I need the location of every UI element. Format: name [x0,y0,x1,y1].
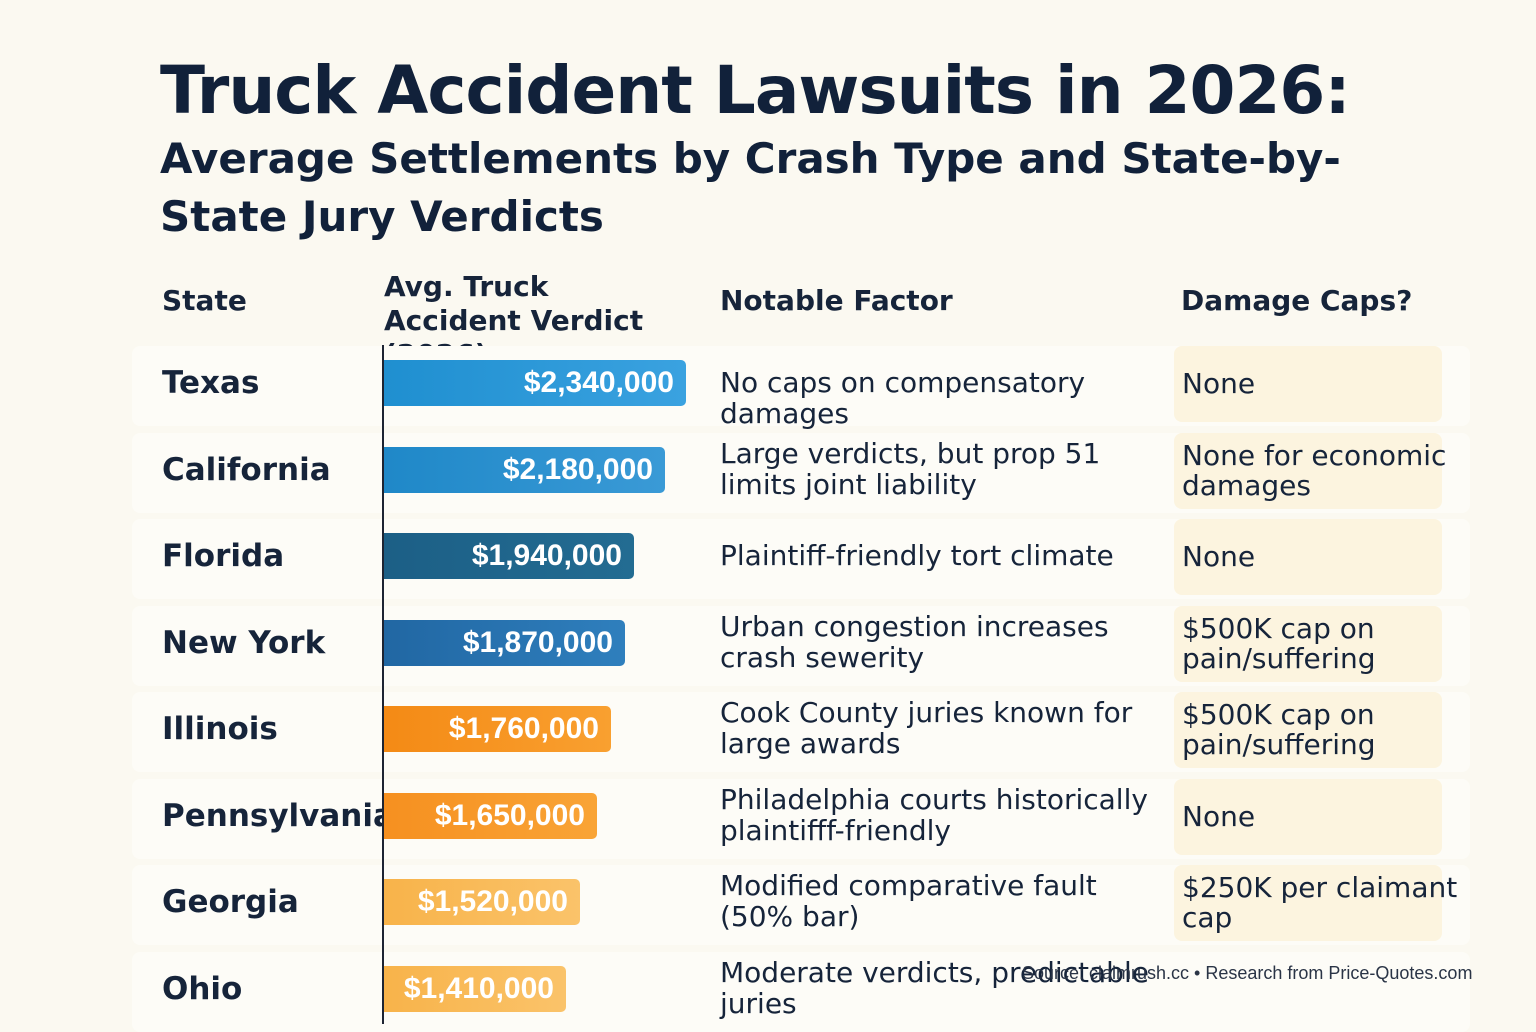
page-subtitle: Average Settlements by Crash Type and St… [160,134,1341,241]
state-label: Georgia [162,884,299,920]
bar-value-label: $2,180,000 [502,452,653,486]
state-label: Florida [162,538,285,574]
bar-value-label: $1,410,000 [403,971,554,1005]
bar: $1,410,000 [384,965,566,1012]
bar-value-label: $1,870,000 [462,625,613,659]
notable-factor: No caps on compensatory damages [720,365,1086,430]
bar: $2,340,000 [384,360,686,406]
damage-cap: $500K cap on pain/suffering [1182,611,1376,675]
state-label: New York [162,624,326,661]
state-label: California [162,451,331,488]
header-factor: Notable Factor [720,284,953,317]
page-title: Truck Accident Lawsuits in 2026: [160,52,1351,129]
cap-cell [1174,692,1442,768]
damage-cap: $250K per claimant cap [1182,871,1458,934]
cap-cell [1174,778,1442,855]
bar-value-label: $1,760,000 [448,712,599,745]
cap-cell [1174,519,1442,595]
bar: $1,870,000 [384,619,625,666]
bar-value-label: $1,940,000 [471,539,622,572]
chart-axis [382,345,384,1024]
notable-factor: Modified comparative fault (50% bar) [720,869,1097,933]
notable-factor: Plaintiff-friendly tort climate [720,538,1114,572]
notable-factor: Cook County juries known for large award… [720,696,1133,760]
bar: $2,180,000 [384,446,665,493]
cap-cell [1174,432,1442,509]
notable-factor: Moderate verdicts, predictable juries [720,955,1149,1020]
bar-value-label: $1,650,000 [434,798,585,832]
bar-value-label: $1,520,000 [417,885,568,918]
damage-cap: None [1182,367,1256,400]
header-caps: Damage Caps? [1181,284,1413,317]
state-label: Illinois [162,711,278,747]
bar: $1,520,000 [384,879,580,925]
bar-value-label: $2,340,000 [523,366,674,399]
damage-cap: None [1182,540,1256,573]
bar: $1,940,000 [384,533,634,579]
bar: $1,650,000 [384,792,597,839]
state-label: Texas [162,365,260,401]
bar: $1,760,000 [384,706,611,752]
state-label: Pennsylvania [162,797,394,834]
cap-cell [1174,605,1442,682]
header-state: State [162,284,247,317]
notable-factor: Urban congestion increases crash sewerit… [720,609,1109,674]
notable-factor: Large verdicts, but prop 51 limits joint… [720,436,1101,501]
state-label: Ohio [162,970,243,1007]
damage-cap: $500K cap on pain/suffering [1182,698,1376,761]
cap-cell [1174,346,1442,422]
notable-factor: Philadelphia courts historically plainti… [720,782,1148,847]
source-note: Source: claimrush.cc • Research from Pri… [1022,963,1473,983]
table-row [132,951,1470,1032]
cap-cell [1174,865,1442,941]
damage-cap: None [1182,799,1256,833]
damage-cap: None for economic damages [1182,438,1447,502]
